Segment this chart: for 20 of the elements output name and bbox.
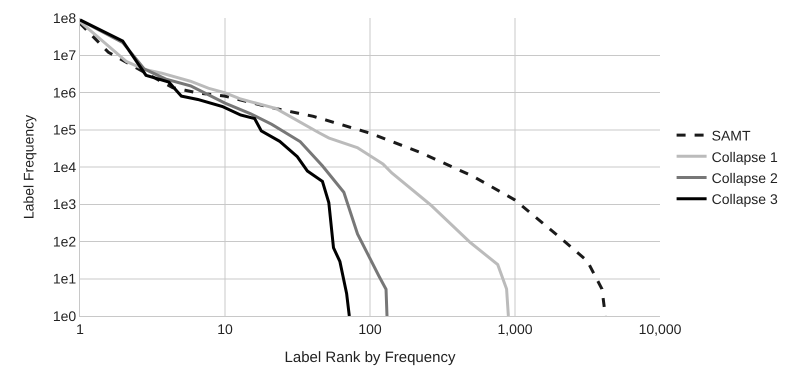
y-tick-label: 1e7 bbox=[52, 47, 76, 64]
x-tick-label: 1,000 bbox=[497, 320, 533, 337]
y-tick-label: 1e5 bbox=[52, 122, 76, 138]
y-tick-label: 1e1 bbox=[52, 270, 76, 287]
legend-label: Collapse 1 bbox=[712, 148, 778, 165]
legend-label: SAMT bbox=[712, 128, 751, 144]
y-tick-label: 1e6 bbox=[52, 84, 76, 100]
x-tick-label: 10,000 bbox=[638, 320, 682, 337]
y-tick-label: 1e3 bbox=[52, 196, 76, 212]
legend-label: Collapse 2 bbox=[712, 170, 778, 186]
y-tick-label: 1e0 bbox=[52, 308, 76, 324]
x-axis-title: Label Rank by Frequency bbox=[284, 348, 456, 366]
x-tick-label: 100 bbox=[358, 320, 382, 337]
x-tick-label: 1 bbox=[76, 320, 84, 337]
x-tick-label: 10 bbox=[217, 320, 233, 337]
y-tick-label: 1e4 bbox=[52, 158, 76, 175]
y-tick-label: 1e8 bbox=[52, 10, 76, 26]
y-axis-title: Label Frequency bbox=[20, 114, 36, 220]
y-tick-label: 1e2 bbox=[52, 233, 76, 250]
legend-label: Collapse 3 bbox=[712, 191, 778, 208]
